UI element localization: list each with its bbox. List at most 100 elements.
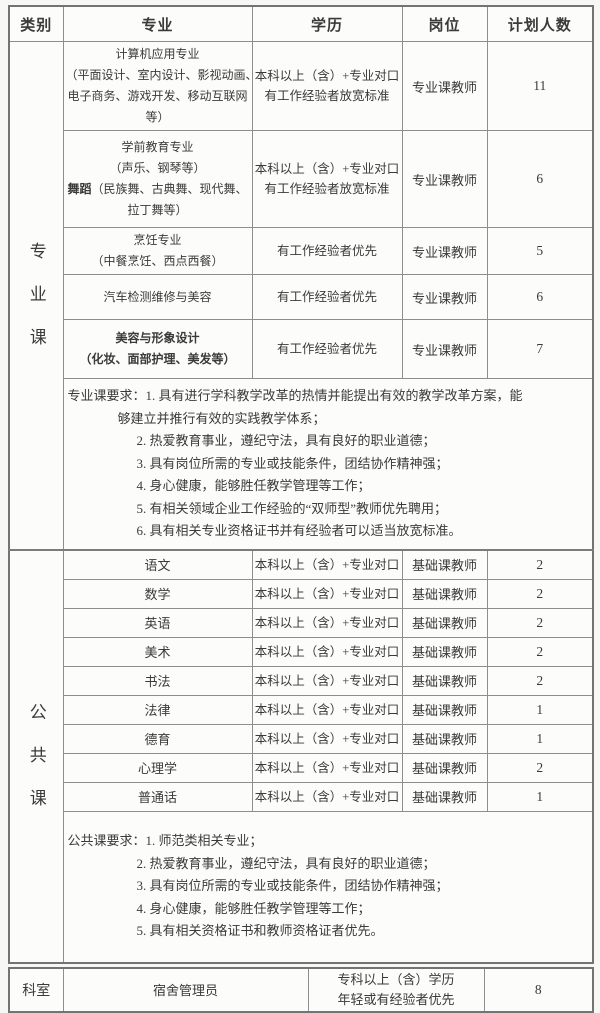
requirement-line: 3. 具有岗位所需的专业或技能条件，团结协作精神强； <box>136 878 449 894</box>
cell-count: 8 <box>483 967 594 1012</box>
department-table: 科室 宿舍管理员 专科以上（含）学历 年轻或有经验者优先 8 <box>8 966 594 1013</box>
category-cell-professional: 专业课 <box>8 41 64 550</box>
table-row: 德育 本科以上（含）+专业对口 基础课教师 1 <box>9 723 594 754</box>
cell-education: 有工作经验者优先 <box>251 227 403 275</box>
requirement-line: 4. 身心健康，能够胜任教学管理等工作； <box>136 478 371 493</box>
cell-count: 11 <box>486 41 594 131</box>
major-line-rest: （民族舞、古典舞、现代舞、 <box>91 182 248 196</box>
cell-subject: 书法 <box>62 665 253 696</box>
cell-subject: 德育 <box>62 723 253 754</box>
education-line: 本科以上（含）+专业对口 <box>254 162 400 176</box>
table-row: 烹饪专业 （中餐烹饪、西点西餐） 有工作经验者优先 专业课教师 5 <box>9 227 594 275</box>
major-line: 学前教育专业 <box>121 140 194 154</box>
table-row: 美容与形象设计 （化妆、面部护理、美发等） 有工作经验者优先 专业课教师 7 <box>9 319 594 379</box>
cell-education: 本科以上（含）+专业对口 <box>251 548 403 580</box>
major-line: 电子商务、游戏开发、移动互联网 <box>67 89 248 103</box>
cell-subject: 美术 <box>62 636 253 667</box>
cell-position: 基础课教师 <box>401 694 488 725</box>
education-line: 本科以上（含）+专业对口 <box>254 69 400 83</box>
table-row: 汽车检测维修与美容 有工作经验者优先 专业课教师 6 <box>9 274 594 320</box>
table-row: 英语 本科以上（含）+专业对口 基础课教师 2 <box>9 607 594 638</box>
cell-position: 专业课教师 <box>401 41 488 131</box>
table-row: 心理学 本科以上（含）+专业对口 基础课教师 2 <box>9 752 594 783</box>
table-row: 美术 本科以上（含）+专业对口 基础课教师 2 <box>9 636 594 667</box>
cell-position: 基础课教师 <box>401 781 488 812</box>
cell-count: 2 <box>486 752 594 783</box>
requirement-line: 2. 热爱教育事业，遵纪守法，具有良好的职业道德； <box>136 855 436 871</box>
cell-major: 美容与形象设计 （化妆、面部护理、美发等） <box>62 319 253 379</box>
requirements-label: 公共课要求： <box>67 833 146 849</box>
cell-count: 1 <box>486 694 594 725</box>
cell-subject: 英语 <box>62 607 253 638</box>
major-line: 计算机应用专业 <box>115 47 200 61</box>
cell-count: 2 <box>486 607 594 638</box>
requirement-line: 公共课要求：1. 师范类相关专业； <box>68 830 589 853</box>
cell-education: 本科以上（含）+专业对口 <box>251 781 403 812</box>
header-row: 类别 专业 学历 岗位 计划人数 <box>8 5 594 42</box>
cell-count: 7 <box>486 319 594 379</box>
major-line: 美容与形象设计 <box>115 331 200 345</box>
requirement-line: 6. 具有相关专业资格证书并有经验者可以适当放宽标准。 <box>136 523 462 538</box>
cell-education: 本科以上（含）+专业对口 有工作经验者放宽标准 <box>251 41 403 131</box>
table-row: 学前教育专业 （声乐、钢琴等） 舞蹈（民族舞、古典舞、现代舞、 拉丁舞等） 本科… <box>9 130 594 228</box>
cell-education: 本科以上（含）+专业对口 <box>251 665 403 696</box>
requirement-line: 3. 具有岗位所需的专业或技能条件，团结协作精神强； <box>136 455 449 471</box>
cell-subject: 心理学 <box>62 752 253 783</box>
requirement-line: 4. 身心健康，能够胜任教学管理等工作； <box>136 900 371 916</box>
cell-count: 6 <box>486 274 594 320</box>
major-line: （平面设计、室内设计、影视动画、 <box>65 68 252 82</box>
cell-position: 基础课教师 <box>401 752 488 783</box>
education-line: 年轻或有经验者优先 <box>337 991 455 1007</box>
cell-major: 计算机应用专业 （平面设计、室内设计、影视动画、 电子商务、游戏开发、移动互联网… <box>62 41 253 131</box>
education-line: 有工作经验者放宽标准 <box>264 89 390 103</box>
cell-education: 本科以上（含）+专业对口 <box>251 578 403 609</box>
cell-subject: 语文 <box>62 548 253 580</box>
requirement-line: 5. 具有相关资格证书和教师资格证者优先。 <box>136 923 384 939</box>
header-position: 岗位 <box>401 5 488 42</box>
table-row: 公共课 语文 本科以上（含）+专业对口 基础课教师 2 <box>8 548 594 963</box>
category-cell-department: 科室 <box>8 967 64 1012</box>
table-row: 专业课 计算机应用专业 （平面设计、室内设计、影视动画、 电子商务、游戏开发、移… <box>8 41 594 550</box>
cell-count: 1 <box>486 781 594 812</box>
cell-position: 基础课教师 <box>401 723 488 754</box>
recruitment-table: 类别 专业 学历 岗位 计划人数 专业课 计算机应用专业 （平面设计、室内设计、… <box>8 5 594 964</box>
major-line: 等） <box>145 110 170 124</box>
table-row: 法律 本科以上（含）+专业对口 基础课教师 1 <box>9 694 594 725</box>
cell-count: 5 <box>486 227 594 275</box>
requirements-row-professional: 专业课要求：1. 具有进行学科教学改革的热情并能提出有效的教学改革方案，能 够建… <box>9 378 594 550</box>
requirements-cell-public: 公共课要求：1. 师范类相关专业； 2. 热爱教育事业，遵纪守法，具有良好的职业… <box>62 810 594 963</box>
requirement-text: 1. 具有进行学科教学改革的热情并能提出有效的教学改革方案，能 <box>145 388 523 403</box>
major-line: （中餐烹饪、西点西餐） <box>91 254 224 268</box>
major-line: 舞蹈（民族舞、古典舞、现代舞、 <box>66 179 250 200</box>
education-line: 专科以上（含）学历 <box>337 971 455 987</box>
cell-education: 本科以上（含）+专业对口 有工作经验者放宽标准 <box>251 130 403 228</box>
requirement-line: 够建立并推行有效的实践教学体系； <box>117 410 326 426</box>
cell-position: 基础课教师 <box>401 636 488 667</box>
cell-major: 宿舍管理员 <box>62 967 309 1012</box>
cell-position: 专业课教师 <box>401 274 488 320</box>
cell-education: 有工作经验者优先 <box>251 274 403 320</box>
cell-subject: 法律 <box>62 694 253 725</box>
requirements-label: 专业课要求： <box>67 388 146 403</box>
category-label-public: 公共课 <box>26 702 46 832</box>
requirement-text: 1. 师范类相关专业； <box>145 833 263 849</box>
requirement-line: 5. 有相关领域企业工作经验的“双师型”教师优先聘用； <box>136 500 448 516</box>
requirements-cell-professional: 专业课要求：1. 具有进行学科教学改革的热情并能提出有效的教学改革方案，能 够建… <box>62 378 594 550</box>
table-row: 普通话 本科以上（含）+专业对口 基础课教师 1 <box>9 781 594 812</box>
cell-count: 2 <box>486 548 594 580</box>
cell-major: 烹饪专业 （中餐烹饪、西点西餐） <box>62 227 253 275</box>
cell-major: 汽车检测维修与美容 <box>62 274 253 320</box>
cell-count: 2 <box>486 636 594 667</box>
cell-major: 学前教育专业 （声乐、钢琴等） 舞蹈（民族舞、古典舞、现代舞、 拉丁舞等） <box>62 130 253 228</box>
cell-education: 本科以上（含）+专业对口 <box>251 752 403 783</box>
cell-position: 基础课教师 <box>401 607 488 638</box>
cell-education: 本科以上（含）+专业对口 <box>251 723 403 754</box>
cell-count: 1 <box>486 723 594 754</box>
requirement-line: 2. 热爱教育事业，遵纪守法，具有良好的职业道德； <box>136 433 436 448</box>
cell-education: 本科以上（含）+专业对口 <box>251 636 403 667</box>
major-line: （声乐、钢琴等） <box>109 161 206 175</box>
cell-education: 有工作经验者优先 <box>251 319 403 379</box>
education-line: 有工作经验者放宽标准 <box>264 182 390 196</box>
cell-position: 专业课教师 <box>401 227 488 275</box>
